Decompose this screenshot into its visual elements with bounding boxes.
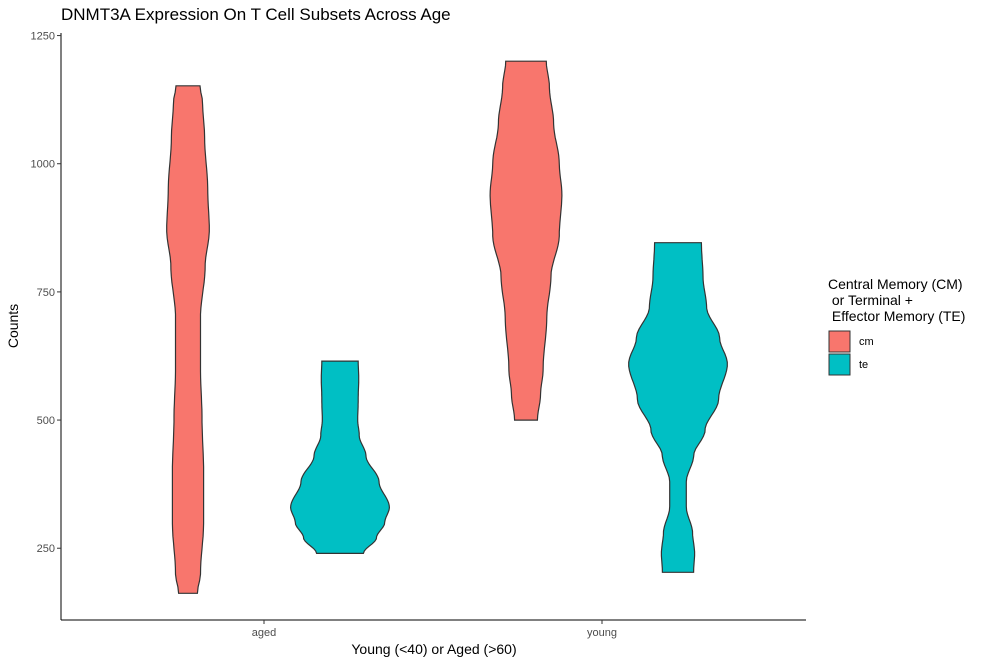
y-tick-label-500: 500 <box>37 415 55 427</box>
legend-label-te: te <box>859 359 868 371</box>
x-tick-label-young: young <box>587 627 617 639</box>
x-axis-ticks: aged young <box>252 620 617 639</box>
legend-title-line-1: Central Memory (CM) <box>828 276 963 292</box>
violin-young-te <box>628 242 728 573</box>
legend-label-cm: cm <box>859 336 874 348</box>
svg-text:Central Memory (CM) or: Central Memory (CM) or Terminal + Effect… <box>0 0 987 324</box>
plot-area <box>166 60 728 594</box>
y-axis-title: Counts <box>5 304 21 348</box>
legend-key-te <box>828 353 851 376</box>
x-axis-title: Young (<40) or Aged (>60) <box>351 641 516 657</box>
violin-aged-cm <box>166 85 210 594</box>
legend: Central Memory (CM) or Terminal + Effect… <box>0 0 987 376</box>
y-tick-label-250: 250 <box>37 543 55 555</box>
x-tick-label-aged: aged <box>252 627 276 639</box>
y-tick-label-1000: 1000 <box>31 159 55 171</box>
violin-young-cm <box>489 60 563 421</box>
legend-key-cm <box>828 330 851 353</box>
y-tick-label-750: 750 <box>37 287 55 299</box>
chart-title: DNMT3A Expression On T Cell Subsets Acro… <box>61 5 451 24</box>
y-tick-label-1250: 1250 <box>31 31 55 43</box>
legend-title-line-3: Effector Memory (TE) <box>828 308 965 324</box>
violin-aged-te <box>289 360 391 554</box>
y-axis-ticks: 250 500 750 1000 1250 <box>31 31 61 555</box>
legend-title-line-2: or Terminal + <box>828 292 913 308</box>
